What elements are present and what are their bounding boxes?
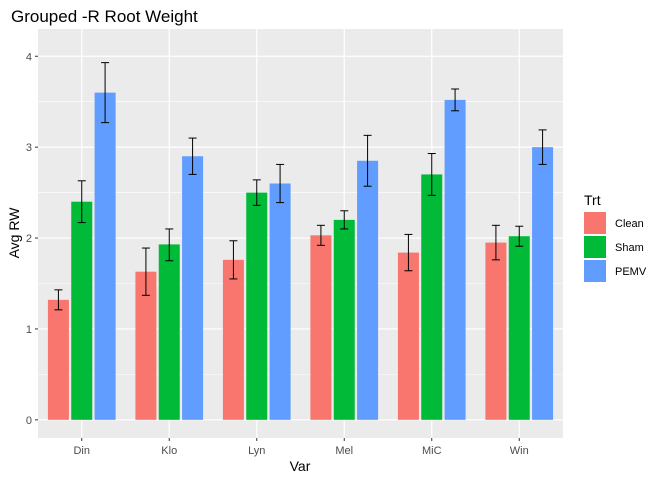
legend: Trt Clean Sham PEMV <box>584 192 647 282</box>
bar-pemv-mic <box>444 99 466 420</box>
legend-label-sham: Sham <box>615 242 644 254</box>
error-bar-sham-din <box>77 180 86 224</box>
legend-label-clean: Clean <box>615 218 644 230</box>
legend-swatch-sham <box>584 236 606 258</box>
bars <box>47 92 554 420</box>
y-axis-ticks: 0 1 2 3 4 <box>26 51 38 427</box>
bar-clean-din <box>47 299 69 420</box>
legend-swatch-pemv <box>584 260 606 282</box>
x-axis-ticks: Din Klo Lyn Mel MiC Win <box>73 438 529 457</box>
x-tick-label: Mel <box>335 445 353 457</box>
bar-sham-din <box>71 201 93 420</box>
bar-sham-mel <box>333 219 355 420</box>
bar-pemv-lyn <box>269 183 291 420</box>
error-bars <box>54 62 547 311</box>
y-tick-label: 3 <box>26 142 32 154</box>
bar-clean-win <box>485 242 507 420</box>
error-bar-clean-mel <box>316 224 325 246</box>
y-tick-label: 1 <box>26 324 32 336</box>
bar-pemv-win <box>532 147 554 420</box>
y-tick-label: 0 <box>26 415 32 427</box>
error-bar-clean-klo <box>141 247 150 296</box>
y-tick-label: 2 <box>26 233 32 245</box>
error-bar-sham-lyn <box>252 179 261 206</box>
plot-panel <box>38 29 563 438</box>
bar-pemv-mel <box>357 160 379 420</box>
bar-sham-klo <box>158 244 180 420</box>
error-bar-pemv-lyn <box>276 163 285 204</box>
error-bar-sham-klo <box>165 228 174 262</box>
legend-label-pemv: PEMV <box>615 266 647 278</box>
y-axis-title: Avg RW <box>6 207 22 259</box>
error-bar-clean-win <box>491 224 500 261</box>
error-bar-pemv-klo <box>188 137 197 175</box>
error-bar-pemv-din <box>101 62 110 124</box>
error-bar-clean-lyn <box>229 240 238 280</box>
bar-pemv-din <box>94 92 116 420</box>
bar-sham-lyn <box>246 192 268 420</box>
x-tick-label: Din <box>73 445 90 457</box>
bar-clean-mic <box>397 252 419 420</box>
error-bar-clean-mic <box>404 233 413 272</box>
bar-clean-lyn <box>222 259 244 420</box>
error-bar-sham-mel <box>340 210 349 230</box>
y-tick-label: 4 <box>26 51 32 63</box>
bar-pemv-klo <box>182 156 204 420</box>
x-tick-label: Win <box>510 445 529 457</box>
error-bar-sham-mic <box>427 153 436 196</box>
error-bar-pemv-mic <box>451 88 460 112</box>
bar-clean-mel <box>310 235 332 420</box>
error-bar-clean-din <box>54 289 63 311</box>
error-bar-pemv-win <box>538 129 547 165</box>
bar-clean-klo <box>135 271 157 420</box>
x-axis-title: Var <box>290 458 311 474</box>
bar-sham-mic <box>421 174 443 420</box>
bar-sham-win <box>508 236 530 420</box>
x-tick-label: MiC <box>422 445 442 457</box>
error-bar-sham-win <box>515 225 524 247</box>
legend-title: Trt <box>584 192 601 208</box>
x-tick-label: Lyn <box>248 445 265 457</box>
error-bar-pemv-mel <box>363 134 372 187</box>
legend-swatch-clean <box>584 212 606 234</box>
x-tick-label: Klo <box>161 445 177 457</box>
chart-title: Grouped -R Root Weight <box>11 7 198 26</box>
